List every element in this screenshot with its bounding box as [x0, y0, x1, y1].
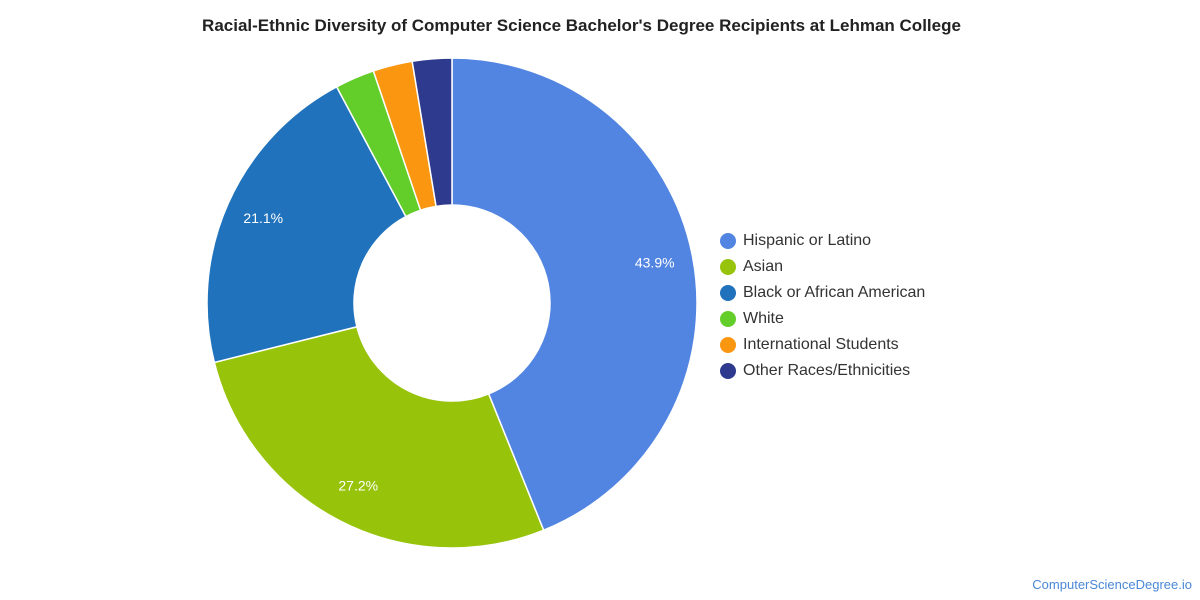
slice-hispanic-or-latino[interactable]	[451, 57, 698, 532]
legend-swatch-icon	[720, 285, 736, 301]
legend-label: International Students	[743, 336, 899, 353]
data-label-hispanic-or-latino: 43.9%	[635, 254, 675, 270]
legend-swatch-icon	[720, 233, 736, 249]
legend-swatch-icon	[720, 259, 736, 275]
slice-black-or-african-american[interactable]	[206, 85, 407, 364]
legend-swatch-icon	[720, 363, 736, 379]
data-label-black-or-african-american: 21.1%	[243, 210, 283, 226]
data-label-asian: 27.2%	[338, 478, 378, 494]
legend-item-international-students[interactable]: International Students	[720, 332, 1020, 358]
legend-label: Other Races/Ethnicities	[743, 362, 911, 379]
legend-item-asian[interactable]: Asian	[720, 254, 1020, 280]
legend-label: Black or African American	[743, 284, 926, 301]
legend-item-black-or-african-american[interactable]: Black or African American	[720, 280, 1020, 306]
legend-item-hispanic-or-latino[interactable]: Hispanic or Latino	[720, 228, 1020, 254]
legend-swatch-icon	[720, 337, 736, 353]
legend-item-other-races-ethnicities[interactable]: Other Races/Ethnicities	[720, 358, 1020, 384]
legend-label: Asian	[743, 258, 784, 275]
chart-title: Racial-Ethnic Diversity of Computer Scie…	[202, 16, 961, 35]
slice-asian[interactable]	[213, 325, 545, 549]
legend-label: White	[743, 310, 784, 327]
legend-item-white[interactable]: White	[720, 306, 1020, 332]
slice-other-races-ethnicities[interactable]	[411, 57, 453, 208]
chart-legend: Hispanic or Latino Asian Black or Africa…	[720, 228, 1020, 384]
legend-label: Hispanic or Latino	[743, 232, 872, 249]
source-watermark[interactable]: ComputerScienceDegree.io	[1032, 577, 1192, 592]
legend-swatch-icon	[720, 311, 736, 327]
